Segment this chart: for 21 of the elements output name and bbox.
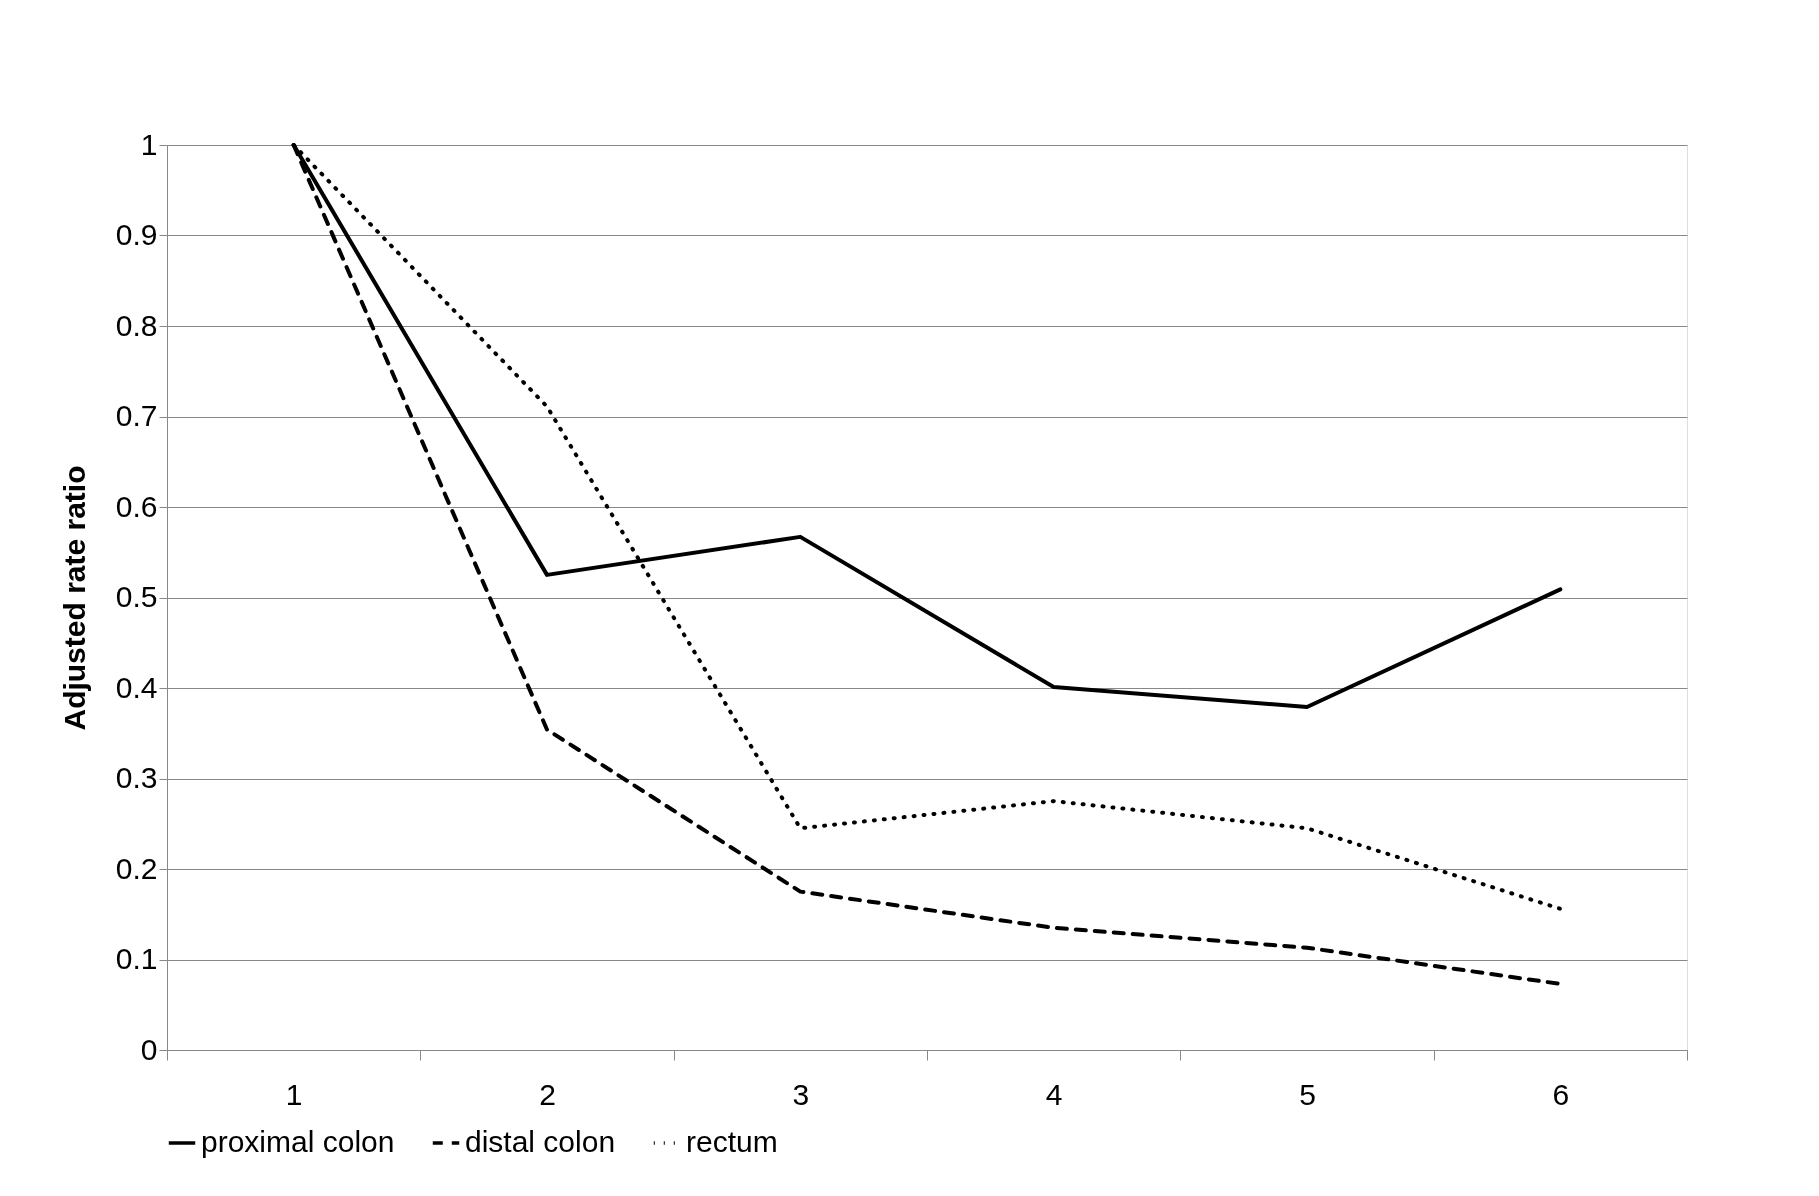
- y-tick-label: 0: [140, 1032, 158, 1066]
- y-tick-label: 0.8: [115, 308, 158, 342]
- legend-label: rectum: [686, 1125, 778, 1158]
- y-tick-label: 0.9: [115, 218, 158, 251]
- y-tick-label: 0.7: [115, 399, 158, 432]
- y-axis-title: Adjusted rate ratio: [57, 465, 91, 731]
- x-tick-label: 2: [539, 1077, 556, 1111]
- x-tick-label: 3: [792, 1077, 810, 1111]
- x-tick-label: 4: [1045, 1077, 1063, 1111]
- y-tick-label: 0.5: [115, 580, 158, 613]
- legend-label: proximal colon: [201, 1125, 395, 1158]
- x-tick-label: 5: [1299, 1077, 1316, 1111]
- y-tick-label: 0.1: [115, 942, 158, 975]
- y-tick-label: 0.3: [115, 761, 158, 794]
- y-tick-label: 0.2: [115, 851, 158, 885]
- y-tick-label: 1: [140, 127, 158, 161]
- y-tick-label: 0.6: [115, 489, 158, 523]
- x-tick-label: 1: [285, 1077, 303, 1111]
- y-tick-label: 0.4: [115, 670, 158, 704]
- legend-label: distal colon: [465, 1125, 616, 1158]
- x-tick-label: 6: [1552, 1077, 1570, 1111]
